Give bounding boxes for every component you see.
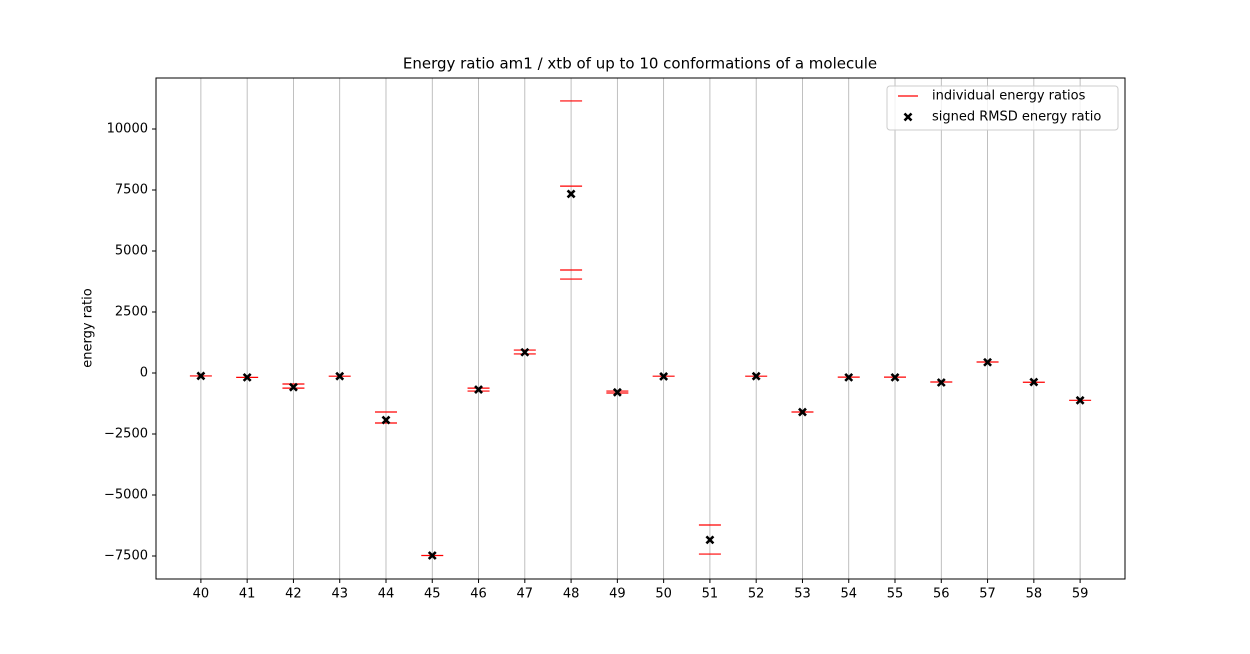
x-tick-label: 42	[285, 587, 302, 602]
y-tick-label: −7500	[104, 548, 148, 563]
rmsd-marker	[844, 372, 854, 382]
rmsd-marker	[705, 535, 715, 545]
rmsd-marker	[427, 551, 437, 560]
x-tick-label: 41	[239, 587, 256, 602]
x-tick-label: 45	[424, 587, 441, 602]
rmsd-marker	[983, 357, 992, 367]
legend-label: signed RMSD energy ratio	[932, 110, 1101, 125]
y-tick-label: 5000	[115, 243, 148, 258]
x-tick-label: 43	[331, 587, 348, 602]
y-tick-label: −2500	[104, 426, 148, 441]
rmsd-marker	[242, 372, 252, 382]
chart-title: Energy ratio am1 / xtb of up to 10 confo…	[403, 55, 877, 73]
plot-frame	[155, 77, 1126, 580]
x-tick-label: 59	[1072, 587, 1089, 602]
legend-label: individual energy ratios	[932, 89, 1086, 104]
x-tick-label: 47	[517, 587, 534, 602]
rmsd-marker	[798, 407, 807, 417]
rmsd-marker	[474, 385, 483, 395]
rmsd-marker	[659, 371, 669, 381]
x-tick-label: 52	[748, 587, 765, 602]
rmsd-marker	[612, 387, 622, 397]
rmsd-marker	[520, 347, 530, 357]
x-tick-label: 44	[378, 587, 395, 602]
x-tick-label: 51	[702, 587, 719, 602]
y-tick-label: −5000	[104, 487, 148, 502]
legend-box	[886, 85, 1119, 131]
rmsd-marker	[335, 371, 345, 381]
x-tick-label: 49	[609, 587, 626, 602]
legend-entry: signed RMSD energy ratio	[903, 110, 1101, 125]
legend-swatch	[903, 112, 913, 122]
y-axis-label: energy ratio	[81, 288, 96, 367]
series	[196, 189, 1085, 560]
rmsd-marker	[751, 371, 761, 381]
y-tick-label: 10000	[107, 121, 148, 136]
rmsd-marker	[936, 378, 946, 387]
x-tick-label: 54	[840, 587, 857, 602]
x-tick-label: 55	[887, 587, 904, 602]
y-tick-label: 2500	[115, 304, 148, 319]
rmsd-marker	[566, 189, 576, 199]
x-tick-label: 56	[933, 587, 950, 602]
x-tick-label: 53	[794, 587, 811, 602]
x-tick-label: 57	[979, 587, 996, 602]
rmsd-marker	[890, 372, 900, 382]
rmsd-marker	[196, 371, 206, 381]
x-tick-label: 58	[1026, 587, 1043, 602]
rmsd-marker	[289, 382, 298, 392]
x-tick-label: 50	[655, 587, 672, 602]
legend-entry: individual energy ratios	[898, 89, 1086, 104]
rmsd-marker	[1075, 395, 1085, 405]
x-tick-label: 40	[193, 587, 210, 602]
x-tick-label: 48	[563, 587, 580, 602]
x-tick-label: 46	[470, 587, 487, 602]
y-tick-label: 7500	[115, 182, 148, 197]
y-tick-label: 0	[140, 365, 148, 380]
rmsd-marker	[1029, 377, 1039, 387]
rmsd-marker	[381, 415, 391, 425]
